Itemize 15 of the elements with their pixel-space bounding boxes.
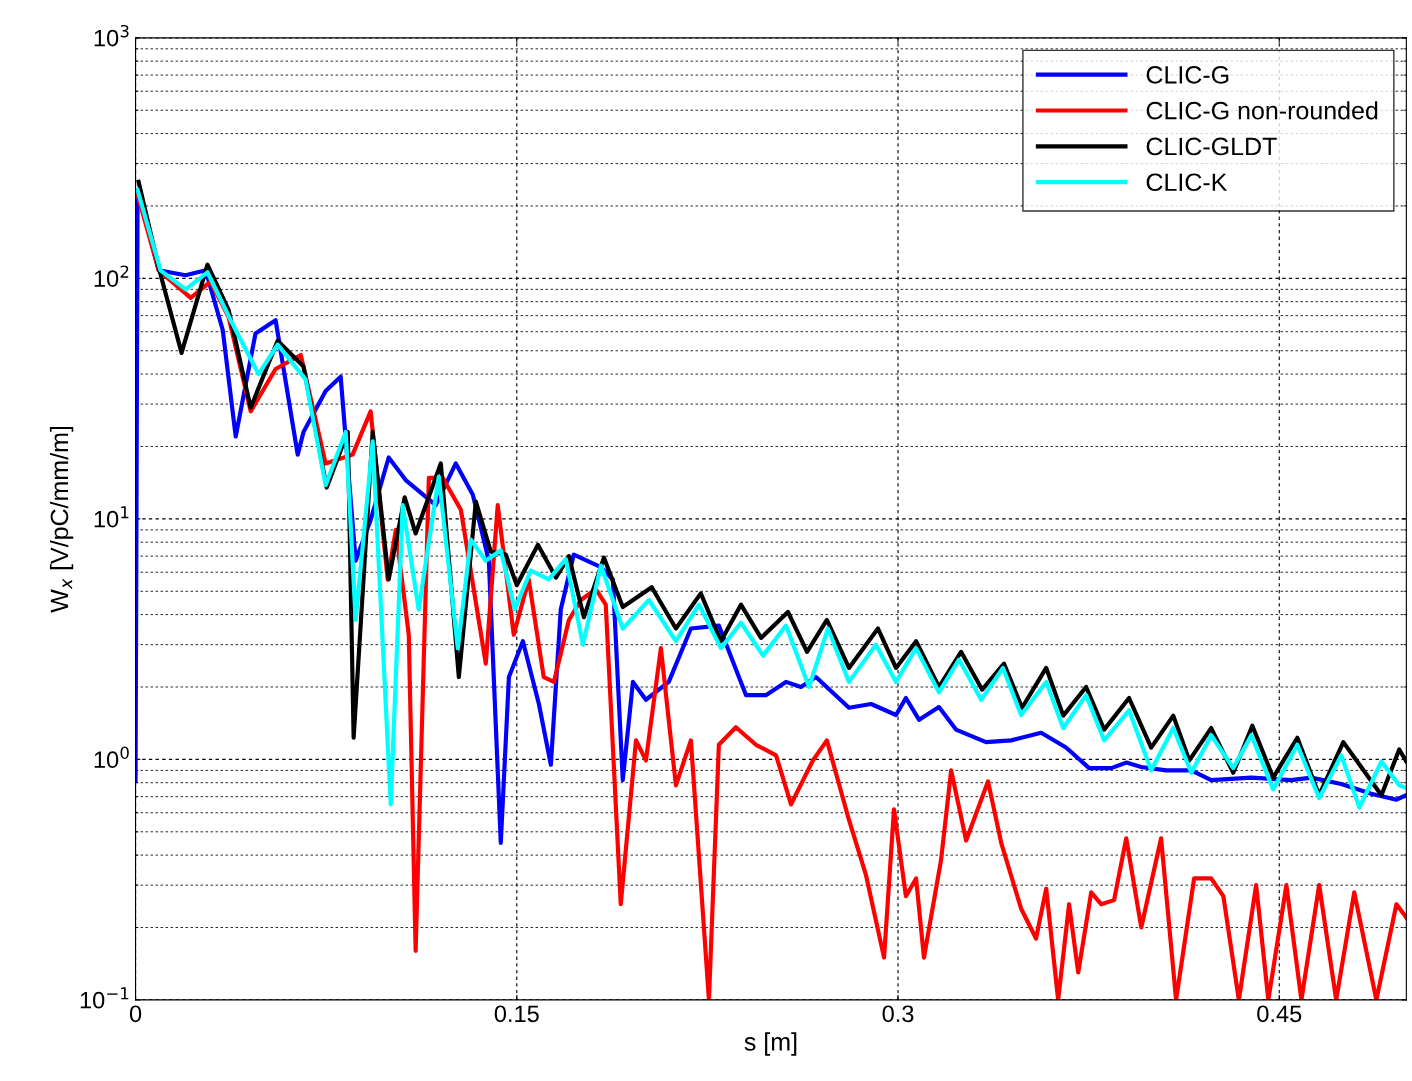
y-tick-label: 10$^{1}$	[94, 506, 129, 528]
x-axis-title: s [m]	[744, 1032, 797, 1056]
y-axis-title: W$_{x}$ [V/pC/mm/m]	[49, 426, 74, 613]
y-tick-label: 10$^{−1}$	[80, 987, 129, 1009]
x-tick-label: 0.3	[882, 1005, 914, 1023]
legend-label: CLIC-G	[1146, 66, 1229, 84]
legend-label: CLIC-G non-rounded	[1146, 101, 1378, 120]
x-tick-label: 0	[129, 1005, 142, 1023]
y-tick-label: 10$^{3}$	[94, 24, 129, 47]
x-tick-label: 0.15	[494, 1005, 539, 1023]
x-tick-label: 0.45	[1257, 1005, 1302, 1023]
legend-label: CLIC-K	[1146, 173, 1228, 192]
y-tick-label: 10$^{2}$	[94, 265, 129, 287]
y-tick-label: 10$^{0}$	[94, 746, 129, 769]
legend-label: CLIC-GLDT	[1146, 137, 1277, 156]
